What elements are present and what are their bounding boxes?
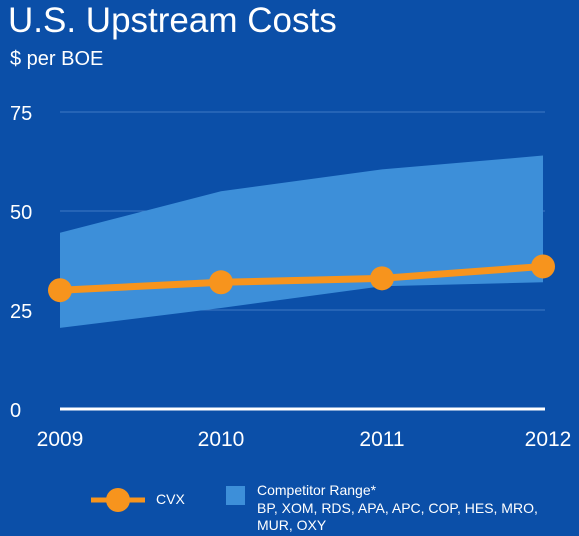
y-tick-label: 0 <box>10 400 21 422</box>
chart-subtitle: $ per BOE <box>10 48 104 70</box>
data-point-cvx <box>48 278 72 303</box>
x-tick-label: 2012 <box>525 428 572 451</box>
competitor-range-band <box>60 155 543 328</box>
legend-competitor-list: BP, XOM, RDS, APA, APC, COP, HES, MRO, M… <box>257 500 538 533</box>
x-tick-label: 2009 <box>37 428 84 451</box>
y-tick-label: 50 <box>10 202 32 224</box>
y-tick-label: 75 <box>10 103 32 125</box>
chart-title: U.S. Upstream Costs <box>8 1 337 40</box>
legend-swatch-cvx-marker <box>106 488 130 512</box>
data-point-cvx <box>370 266 394 291</box>
data-point-cvx <box>531 254 555 279</box>
legend-label-cvx: CVX <box>156 491 185 507</box>
legend-label-competitor-range: Competitor Range* <box>257 482 377 498</box>
y-tick-label: 25 <box>10 301 32 323</box>
series-line-cvx <box>59 262 544 294</box>
data-point-cvx <box>209 270 233 295</box>
legend-swatch-competitor-range <box>226 486 245 505</box>
x-tick-label: 2010 <box>198 428 245 451</box>
x-tick-label: 2011 <box>359 428 404 451</box>
